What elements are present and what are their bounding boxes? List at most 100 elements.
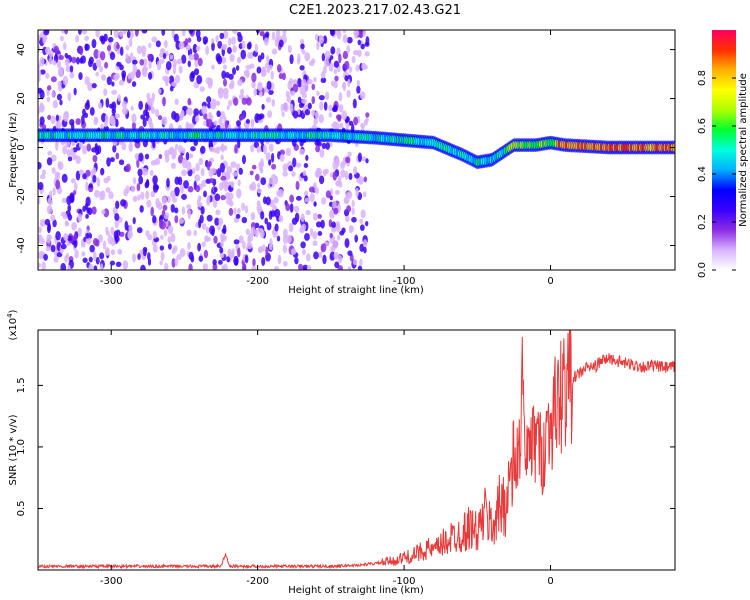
spectrogram-cell	[266, 55, 270, 63]
spectrogram-cell	[352, 259, 358, 266]
spectrogram-cell	[321, 53, 326, 62]
spectrogram-cell	[283, 102, 289, 113]
spectrogram-y-tick-label: 40	[16, 43, 27, 56]
spectrogram-cell	[181, 147, 186, 154]
spectrogram-cell	[115, 152, 120, 160]
spectrogram-cell	[51, 90, 55, 98]
spectrogram-cell	[150, 190, 156, 198]
spectrogram-cell	[249, 170, 254, 176]
spectrogram-cell	[52, 100, 59, 109]
spectrogram-cell	[314, 110, 319, 120]
spectrogram-y-ticks: -40 -20 0 20 40	[16, 43, 675, 254]
spectrogram-cell	[329, 209, 335, 219]
spectrogram-cell	[253, 88, 258, 97]
snr-x-tick-label: -100	[393, 576, 416, 587]
spectrogram-cell	[82, 108, 86, 116]
spectrogram-cell	[221, 70, 227, 79]
spectrogram-cell	[140, 45, 147, 54]
spectrogram-cell	[122, 260, 129, 270]
spectrogram-cell	[164, 262, 169, 270]
spectrogram-cell	[58, 55, 64, 61]
spectrogram-cell	[74, 182, 78, 192]
spectrogram-cell	[130, 185, 136, 193]
spectrogram-cell	[274, 208, 281, 219]
spectrogram-cell	[283, 260, 288, 267]
spectrogram-cell	[132, 59, 138, 65]
spectrogram-cell	[346, 36, 353, 44]
spectrogram-cell	[353, 116, 359, 126]
spectrogram-cell	[239, 115, 245, 121]
spectrogram-cell	[181, 169, 188, 177]
spectrogram-cell	[148, 60, 152, 69]
spectrogram-cell	[172, 66, 177, 75]
spectrogram-cell	[219, 145, 225, 151]
snr-panel: -300 -200 -100 0 0.5 1.0 1.5 Height of straig…	[6, 309, 676, 596]
spectrogram-cell	[143, 249, 147, 257]
spectrogram-cell	[140, 191, 145, 200]
spectrogram-cell	[245, 228, 250, 236]
spectrogram-cell	[214, 217, 220, 226]
spectrogram-cell	[289, 90, 296, 96]
spectrogram-cell	[195, 30, 201, 39]
spectrogram-cell	[176, 254, 182, 261]
spectrogram-cell	[81, 251, 86, 257]
spectrogram-cell	[61, 197, 67, 204]
spectrogram-cell	[187, 186, 194, 193]
spectrogram-cell	[160, 251, 165, 261]
spectrogram-cell	[215, 53, 221, 63]
spectrogram-cell	[64, 52, 68, 59]
spectrogram-cell	[253, 141, 259, 149]
spectrogram-cell	[106, 76, 112, 86]
spectrogram-cell	[304, 190, 309, 197]
spectrogram-cell	[82, 145, 88, 155]
spectrogram-cell	[100, 36, 106, 45]
spectrogram-cell	[121, 106, 128, 115]
spectrogram-cell	[308, 186, 315, 193]
colorbar-tick-label: 0.8	[697, 70, 708, 86]
spectrogram-cell	[99, 65, 103, 73]
spectrogram-cell	[235, 65, 240, 71]
spectrogram-cell	[62, 75, 69, 86]
spectrogram-cell	[75, 34, 80, 43]
spectrogram-cell	[96, 177, 101, 187]
spectrogram-cell	[289, 203, 294, 213]
spectrogram-cell	[188, 30, 194, 35]
spectrogram-cell	[115, 261, 122, 268]
spectrogram-cell	[212, 259, 217, 266]
spectrogram-cell	[265, 246, 269, 256]
spectrogram-cell	[266, 80, 272, 91]
spectrogram-cell	[95, 30, 100, 38]
spectrogram-cell	[207, 161, 212, 167]
spectrogram-cell	[336, 30, 342, 40]
spectrogram-cell	[197, 242, 202, 252]
spectrogram-cell	[43, 253, 49, 261]
spectrogram-cell	[183, 180, 189, 189]
spectrogram-cell	[117, 248, 123, 255]
spectrogram-cell	[194, 68, 200, 76]
spectrogram-cell	[203, 120, 207, 127]
spectrogram-cell	[54, 171, 61, 178]
spectrogram-cell	[250, 212, 256, 221]
spectrogram-cell	[351, 207, 355, 216]
spectrogram-cell	[38, 196, 41, 205]
spectrogram-cell	[119, 231, 125, 237]
spectrogram-cell	[38, 34, 41, 42]
spectrogram-cell	[50, 76, 57, 83]
spectrogram-cell	[334, 189, 340, 195]
spectrogram-cell	[105, 187, 111, 193]
spectrogram-cell	[290, 248, 297, 255]
spectrogram-cell	[260, 52, 265, 60]
spectrogram-cell	[173, 33, 179, 43]
spectrogram-cell	[106, 44, 112, 52]
spectrogram-cell	[268, 243, 273, 251]
spectrogram-cell	[360, 43, 365, 50]
spectrogram-cell	[233, 239, 240, 245]
spectrogram-cell	[119, 46, 124, 56]
spectrogram-cell	[57, 80, 62, 88]
spectrogram-cell	[197, 195, 202, 202]
spectrogram-cell	[67, 92, 72, 102]
spectrogram-cell	[138, 152, 144, 162]
spectrogram-cell	[315, 145, 321, 153]
spectrogram-cell	[155, 201, 161, 209]
spectrogram-cell	[171, 154, 176, 160]
